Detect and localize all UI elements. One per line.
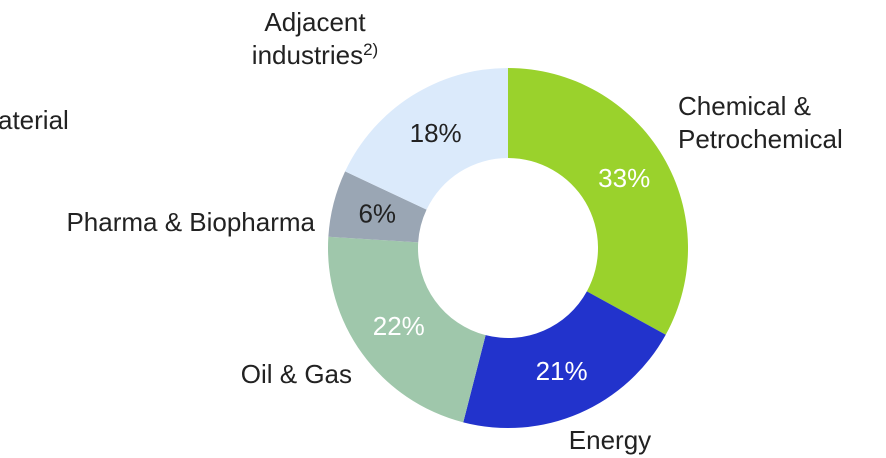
category-label: Chemical & Petrochemical — [678, 90, 886, 156]
annotation: aterial — [0, 104, 69, 137]
category-label: Pharma & Biopharma — [66, 206, 315, 239]
label-text: Oil & Gas — [240, 359, 352, 389]
value-label: 6% — [358, 198, 396, 228]
value-label: 18% — [410, 118, 462, 148]
category-label: Energy — [560, 424, 660, 457]
label-text: aterial — [0, 105, 69, 135]
donut-segment — [328, 171, 427, 243]
value-label: 33% — [598, 163, 650, 193]
donut-segment — [463, 291, 666, 429]
label-text: Chemical & Petrochemical — [678, 91, 843, 154]
label-text: Energy — [568, 425, 652, 455]
donut-segment — [345, 68, 508, 210]
category-label: Oil & Gas — [241, 358, 352, 391]
value-label: 21% — [536, 356, 588, 386]
value-label: 22% — [373, 311, 425, 341]
category-label: Adjacent industries2) — [245, 6, 385, 72]
donut-segment — [508, 68, 689, 335]
label-text: Pharma & Biopharma — [66, 207, 315, 237]
label-text: Adjacent industries — [251, 7, 366, 70]
footnote-mark: 2) — [363, 40, 379, 59]
donut-segment — [328, 236, 486, 423]
